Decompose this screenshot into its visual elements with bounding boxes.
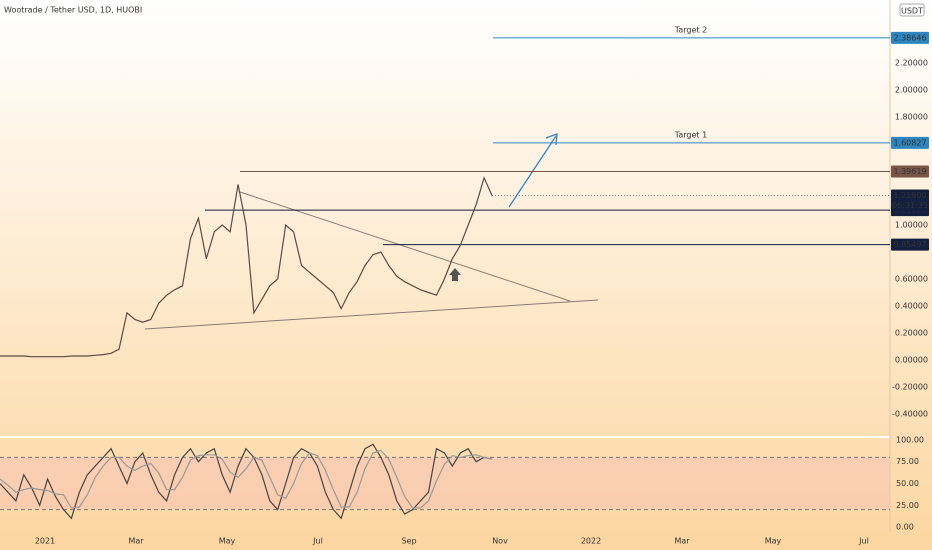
level-label-box: [891, 238, 929, 251]
oscillator-band: [0, 457, 890, 510]
x-tick-label: Mar: [128, 537, 144, 546]
y-tick-label: -0.40000: [892, 410, 928, 419]
countdown: 06:31:35: [892, 201, 928, 210]
x-tick-label: Nov: [492, 537, 508, 546]
level-name: Target 1: [674, 130, 707, 139]
level-name: Target 2: [674, 25, 707, 34]
x-tick-label: Jul: [858, 537, 869, 546]
currency-box[interactable]: [899, 3, 925, 17]
y-tick-label: -0.20000: [892, 383, 928, 392]
y-tick-label: 0.20000: [895, 329, 928, 338]
trendline-lower: [144, 299, 599, 330]
last-price-label: 1.21900: [893, 191, 926, 200]
y-tick-label: 25.00: [896, 501, 919, 510]
x-tick-label: Sep: [401, 537, 416, 546]
x-tick-label: Mar: [674, 537, 690, 546]
last-price-box: [891, 189, 929, 212]
y-tick-label: 2.20000: [895, 59, 928, 68]
price-line: [0, 176, 493, 358]
arrow-head: [545, 133, 558, 146]
y-tick-label: 2.00000: [895, 86, 928, 95]
level-label: 1.60827: [893, 138, 926, 147]
y-tick-label: 1.00000: [895, 221, 928, 230]
level-label-box: [891, 31, 929, 44]
currency: USDT: [901, 7, 923, 16]
y-tick-label: 50.00: [896, 479, 919, 488]
x-tick-label: Jul: [312, 537, 323, 546]
level-label: 0.85497: [893, 240, 926, 249]
y-tick-label: 0.40000: [895, 302, 928, 311]
y-tick-label: 0.60000: [895, 275, 928, 284]
y-tick-label: 75.00: [896, 457, 919, 466]
y-tick-label: 0.00000: [895, 356, 928, 365]
up-arrow-icon: [449, 268, 461, 281]
level-label: 2.38646: [893, 33, 926, 42]
x-tick-label: May: [765, 537, 782, 546]
price-line: [0, 443, 493, 520]
y-tick-label: 100.00: [896, 435, 924, 444]
x-tick-label: May: [219, 537, 236, 546]
chart-title: Wootrade / Tether USD, 1D, HUOBI: [4, 6, 142, 15]
y-tick-label: 1.80000: [895, 113, 928, 122]
x-tick-label: 2022: [581, 537, 601, 546]
y-tick-label: 0.00: [896, 523, 914, 532]
level-label-box: [891, 165, 929, 178]
x-tick-label: 2021: [35, 537, 55, 546]
level-label: 1.39619: [893, 167, 926, 176]
price-line: [0, 449, 493, 509]
level-label-box: [891, 136, 929, 149]
